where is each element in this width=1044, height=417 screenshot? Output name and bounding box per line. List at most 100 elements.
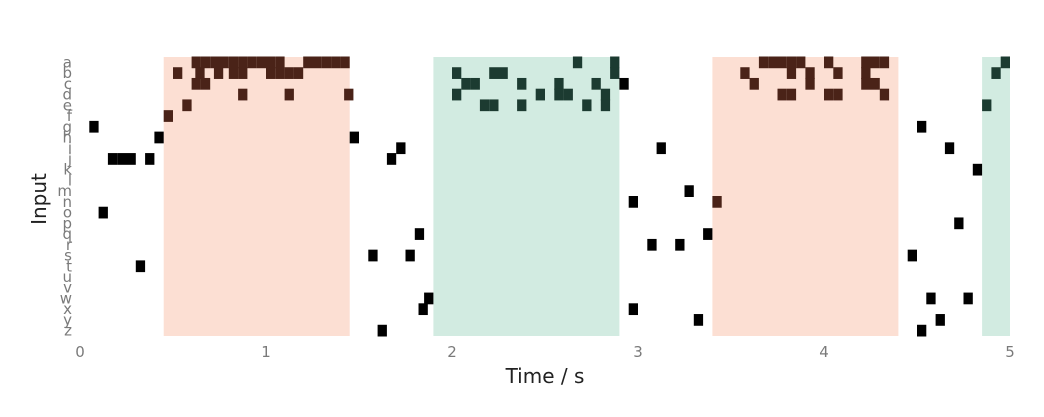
y-tick-label: c [64,75,72,93]
spike-b [238,67,248,79]
spike-c [554,77,564,90]
spike-b [195,67,205,79]
y-tick-label: d [62,86,72,104]
spike-a [572,56,583,69]
spike-e [582,99,592,112]
spike-d [786,88,797,101]
spike-d [284,88,294,101]
y-tick-label: f [67,107,73,125]
spike-g [89,120,99,133]
spike-a [786,56,797,69]
spike-a [210,56,220,69]
spike-r [647,238,657,251]
x-tick-label: 5 [1005,343,1015,361]
spike-j [145,153,155,165]
spike-a [275,56,285,69]
interval-band-3 [712,57,899,336]
y-tick-label: a [63,53,72,71]
spike-w [424,292,434,305]
y-tick-label: m [57,182,72,200]
spike-e [182,99,192,112]
spike-a [312,56,322,69]
spike-o [98,206,108,219]
spike-y [693,314,704,326]
spike-d [535,88,545,101]
spike-z [377,324,387,337]
spike-a [238,56,248,69]
y-tick-label: n [62,193,72,211]
spike-k [972,163,983,176]
y-tick-label: s [64,247,72,265]
spike-m [684,185,694,197]
spike-d [238,88,248,101]
spike-q [703,228,713,240]
spike-d [563,88,573,101]
spike-a [861,56,871,69]
spike-c [805,77,815,90]
spike-w [926,292,936,305]
spike-a [610,56,620,69]
spike-a [331,56,341,69]
y-tick-label: q [62,225,72,243]
spike-c [870,77,880,90]
spike-i [944,142,955,155]
spike-markers [89,56,1010,337]
y-tick-label: h [62,128,72,146]
x-tick-label: 3 [633,343,643,361]
y-tick-label: w [60,289,72,307]
y-tick-label: b [62,64,72,82]
spike-b [805,67,815,79]
spike-h [349,131,359,144]
y-axis-label: Input [27,173,51,225]
spike-b [786,67,797,79]
spike-y [935,314,945,326]
spike-h [154,131,164,144]
y-tick-label: x [63,300,72,318]
spike-r [675,238,685,251]
spike-w [963,292,973,305]
spike-a [228,56,239,69]
spike-b [861,67,871,79]
spike-d [600,88,611,101]
x-tick-label: 1 [261,343,271,361]
spike-c [619,77,629,90]
y-tick-label: u [62,268,72,286]
spike-e [517,99,527,112]
spike-a [870,56,880,69]
spike-a [768,56,778,69]
spike-b [284,67,294,79]
spike-b [213,67,224,79]
y-tick-label: k [63,161,72,179]
y-tick-label: t [66,257,72,275]
spike-d [777,88,787,101]
spike-s [907,249,917,262]
spike-b [266,67,276,79]
spike-b [275,67,285,79]
x-tick-label: 0 [75,343,85,361]
spike-b [610,67,620,79]
spike-a [256,56,266,69]
spike-p [954,217,964,230]
spike-b [293,67,304,79]
spike-b [498,67,508,79]
spike-a [200,56,211,69]
spike-b [489,67,499,79]
spike-a [796,56,806,69]
y-tick-label: j [67,150,72,168]
y-tick-label: i [68,139,72,157]
spike-b [740,67,750,79]
spike-c [591,77,601,90]
spike-c [461,77,471,90]
x-tick-label: 4 [819,343,829,361]
spike-a [340,56,350,69]
spike-d [452,88,462,101]
spike-x [628,303,638,316]
spike-a [191,56,201,69]
spike-a [321,56,332,69]
spike-b [173,67,183,79]
spike-g [917,120,927,133]
spike-e [600,99,611,112]
spike-a [879,56,890,69]
spike-n [628,196,638,208]
y-tick-label: z [64,322,72,340]
